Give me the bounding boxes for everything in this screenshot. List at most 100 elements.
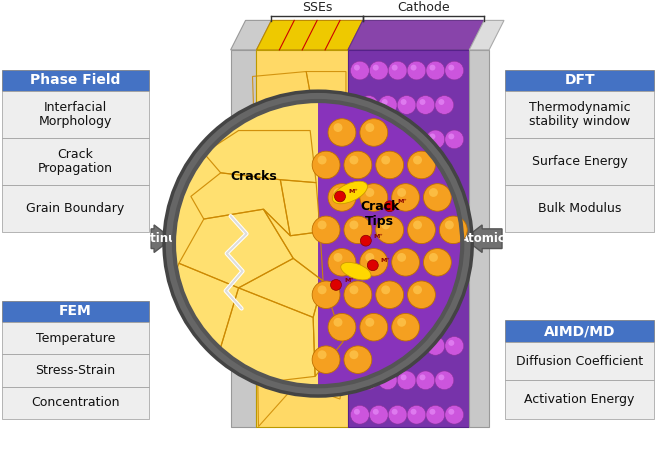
Circle shape [411, 133, 416, 139]
Circle shape [378, 233, 397, 252]
Circle shape [391, 133, 397, 139]
Text: M⁺: M⁺ [397, 199, 407, 204]
Text: Diffusion Coefficient: Diffusion Coefficient [516, 354, 643, 368]
Circle shape [384, 201, 395, 212]
Circle shape [435, 233, 454, 252]
Circle shape [391, 184, 420, 211]
Text: Crack
Propagation: Crack Propagation [38, 148, 113, 175]
Circle shape [312, 216, 340, 244]
Circle shape [429, 188, 438, 197]
Circle shape [420, 374, 426, 380]
Circle shape [391, 340, 397, 346]
Circle shape [435, 371, 454, 390]
Circle shape [333, 253, 343, 262]
Circle shape [360, 164, 378, 183]
Circle shape [430, 65, 436, 71]
Circle shape [438, 237, 444, 243]
Circle shape [164, 91, 472, 396]
Circle shape [370, 199, 388, 218]
Circle shape [420, 237, 426, 243]
FancyBboxPatch shape [505, 70, 654, 91]
Circle shape [401, 168, 407, 174]
Circle shape [350, 405, 370, 424]
Circle shape [331, 279, 341, 290]
Circle shape [411, 65, 416, 71]
Circle shape [349, 285, 358, 294]
Circle shape [445, 337, 464, 355]
Text: Anode: Anode [237, 217, 250, 259]
Circle shape [350, 130, 370, 149]
Circle shape [426, 337, 445, 355]
Circle shape [373, 133, 379, 139]
Circle shape [413, 220, 422, 229]
Circle shape [430, 133, 436, 139]
Circle shape [401, 374, 407, 380]
Circle shape [411, 271, 416, 277]
Circle shape [317, 156, 327, 164]
Text: M⁺: M⁺ [348, 190, 358, 195]
Circle shape [328, 249, 356, 276]
Circle shape [363, 374, 369, 380]
Polygon shape [230, 21, 271, 50]
Circle shape [354, 271, 360, 277]
Circle shape [381, 220, 390, 229]
Circle shape [381, 237, 387, 243]
Circle shape [445, 130, 464, 149]
Text: SSEs: SSEs [302, 1, 332, 15]
Text: Phase Field: Phase Field [30, 73, 121, 87]
Circle shape [381, 99, 387, 105]
Circle shape [350, 199, 370, 218]
Circle shape [381, 156, 390, 164]
FancyBboxPatch shape [505, 320, 654, 342]
Circle shape [370, 268, 388, 286]
Circle shape [363, 168, 369, 174]
Circle shape [370, 130, 388, 149]
Text: Interfacial
Morphology: Interfacial Morphology [39, 101, 112, 128]
Text: Cathode: Cathode [397, 1, 450, 15]
Circle shape [344, 216, 372, 244]
Circle shape [408, 151, 436, 179]
FancyBboxPatch shape [505, 185, 654, 232]
Polygon shape [469, 21, 504, 50]
Circle shape [376, 281, 404, 309]
Circle shape [333, 123, 343, 132]
Circle shape [397, 253, 406, 262]
Text: AIMD/MD: AIMD/MD [544, 324, 615, 338]
Circle shape [317, 220, 327, 229]
Circle shape [445, 61, 464, 80]
Circle shape [426, 268, 445, 286]
Circle shape [401, 237, 407, 243]
Circle shape [411, 409, 416, 415]
FancyBboxPatch shape [2, 387, 149, 419]
FancyArrow shape [151, 225, 172, 252]
Circle shape [373, 409, 379, 415]
FancyArrow shape [464, 225, 502, 252]
Circle shape [373, 202, 379, 208]
Circle shape [378, 371, 397, 390]
Circle shape [438, 305, 444, 311]
Circle shape [360, 371, 378, 390]
FancyBboxPatch shape [2, 354, 149, 387]
Circle shape [407, 268, 426, 286]
Circle shape [370, 61, 388, 80]
Circle shape [312, 346, 340, 373]
Circle shape [349, 156, 358, 164]
Circle shape [363, 99, 369, 105]
Circle shape [401, 99, 407, 105]
Circle shape [448, 133, 454, 139]
Circle shape [448, 271, 454, 277]
Bar [469, 50, 489, 426]
Circle shape [420, 168, 426, 174]
Circle shape [445, 199, 464, 218]
Circle shape [328, 313, 356, 341]
Circle shape [445, 405, 464, 424]
Circle shape [407, 61, 426, 80]
Text: DFT: DFT [564, 73, 595, 87]
Circle shape [391, 313, 420, 341]
FancyBboxPatch shape [2, 185, 149, 232]
Circle shape [354, 202, 360, 208]
Circle shape [354, 133, 360, 139]
Circle shape [388, 199, 407, 218]
Circle shape [445, 268, 464, 286]
Circle shape [448, 65, 454, 71]
